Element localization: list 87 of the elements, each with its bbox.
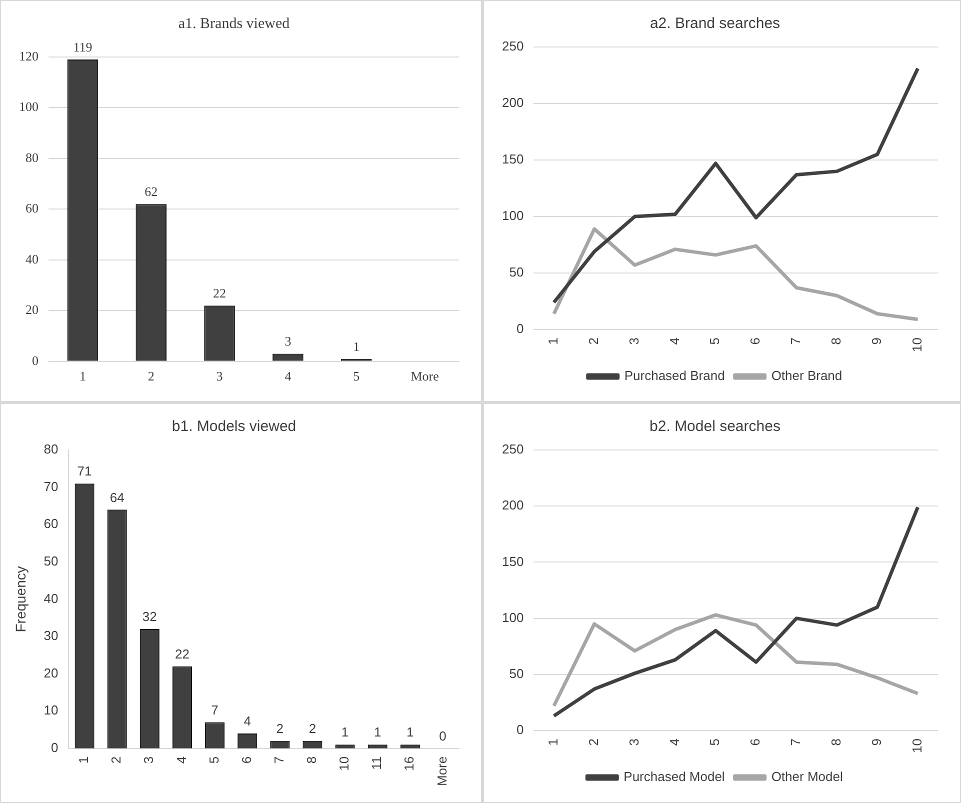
data-label: 22 — [174, 646, 190, 662]
x-tick-label: 4 — [666, 338, 682, 345]
y-tick-label: 50 — [44, 553, 58, 568]
y-tick-label: 10 — [44, 702, 58, 718]
y-tick-label: 200 — [502, 95, 524, 110]
y-tick-label: 50 — [509, 264, 524, 280]
x-tick-label: 5 — [707, 338, 722, 345]
legend-label: Purchased Brand — [624, 368, 725, 384]
x-tick-label: 2 — [148, 368, 154, 384]
y-tick-label: 20 — [26, 302, 38, 318]
data-label: 4 — [244, 714, 251, 729]
data-label: 7 — [211, 702, 218, 718]
data-label: 2 — [308, 721, 316, 736]
y-tick-label: 40 — [44, 590, 58, 606]
x-tick-label: 8 — [828, 338, 844, 345]
x-tick-label: 3 — [216, 368, 223, 384]
x-tick-label: 10 — [909, 338, 924, 352]
y-tick-label: 80 — [26, 150, 38, 165]
x-tick-label: 2 — [108, 756, 124, 764]
y-axis-title: Frequency — [12, 566, 28, 632]
x-tick-label: 7 — [788, 738, 804, 746]
x-tick-label: 4 — [174, 756, 189, 764]
y-tick-label: 150 — [502, 554, 524, 569]
x-tick-label: 11 — [369, 756, 384, 770]
data-label: 62 — [144, 184, 158, 200]
y-tick-label: 0 — [516, 321, 524, 336]
x-tick-label: 9 — [868, 738, 884, 746]
x-tick-label: 3 — [626, 738, 642, 746]
x-tick-label: 1 — [545, 738, 560, 746]
x-tick-label: 3 — [626, 338, 642, 345]
x-tick-label: 10 — [336, 756, 352, 771]
data-label: 2 — [276, 721, 284, 736]
data-label: 32 — [142, 609, 157, 624]
x-tick-label: 5 — [206, 756, 222, 764]
y-tick-label: 70 — [44, 478, 58, 494]
x-tick-label: 16 — [402, 756, 417, 771]
x-tick-label: 3 — [141, 756, 156, 764]
x-tick-label: 6 — [748, 338, 763, 345]
y-tick-label: 0 — [51, 740, 58, 755]
y-tick-label: 150 — [502, 152, 524, 167]
legend-label: Other Brand — [771, 368, 842, 384]
x-tick-label: 5 — [707, 738, 722, 746]
y-tick-label: 100 — [19, 99, 38, 114]
x-tick-label: 7 — [788, 338, 804, 345]
y-tick-label: 120 — [19, 48, 38, 64]
data-label: 22 — [213, 286, 226, 301]
x-tick-label: 4 — [666, 738, 682, 746]
x-tick-label: 6 — [748, 738, 763, 746]
y-tick-label: 50 — [509, 666, 524, 682]
legend-label: Other Model — [771, 769, 843, 784]
y-tick-label: 250 — [502, 38, 524, 54]
y-tick-label: 20 — [44, 665, 58, 680]
x-tick-label: 1 — [545, 338, 560, 345]
data-label: 119 — [73, 39, 92, 54]
x-tick-label: 2 — [586, 738, 601, 746]
x-tick-label: 8 — [828, 738, 844, 746]
y-tick-label: 80 — [44, 442, 58, 457]
x-tick-label: 8 — [304, 756, 320, 764]
data-label: 0 — [439, 728, 446, 744]
y-tick-label: 30 — [44, 628, 58, 644]
y-tick-label: 60 — [26, 200, 38, 216]
x-tick-label: 1 — [76, 756, 92, 764]
x-tick-label: 9 — [868, 338, 884, 345]
y-tick-label: 0 — [32, 352, 38, 368]
y-tick-label: 200 — [502, 498, 524, 513]
x-tick-label: 4 — [284, 368, 292, 384]
y-tick-label: 40 — [26, 251, 38, 266]
chart-title: b1. Models viewed — [172, 418, 296, 436]
chart-title: a2. Brand searches — [650, 15, 780, 32]
x-tick-label: 1 — [79, 368, 86, 384]
x-tick-label: More — [434, 756, 450, 786]
y-tick-label: 0 — [516, 722, 524, 738]
x-tick-label: 2 — [586, 338, 601, 345]
x-tick-label: More — [410, 368, 440, 384]
data-label: 64 — [110, 490, 124, 505]
y-tick-label: 100 — [502, 610, 524, 625]
x-tick-label: 6 — [238, 756, 254, 764]
y-tick-label: 100 — [502, 208, 524, 224]
x-tick-label: 5 — [353, 368, 360, 384]
x-tick-label: 7 — [271, 756, 286, 764]
y-tick-label: 250 — [502, 442, 524, 457]
x-tick-label: 10 — [909, 738, 924, 754]
y-tick-label: 60 — [44, 516, 58, 532]
chart-title: b2. Model searches — [650, 418, 780, 436]
legend-label: Purchased Model — [624, 769, 725, 784]
chart-title: a1. Brands viewed — [178, 16, 290, 32]
data-label: 71 — [77, 464, 92, 479]
